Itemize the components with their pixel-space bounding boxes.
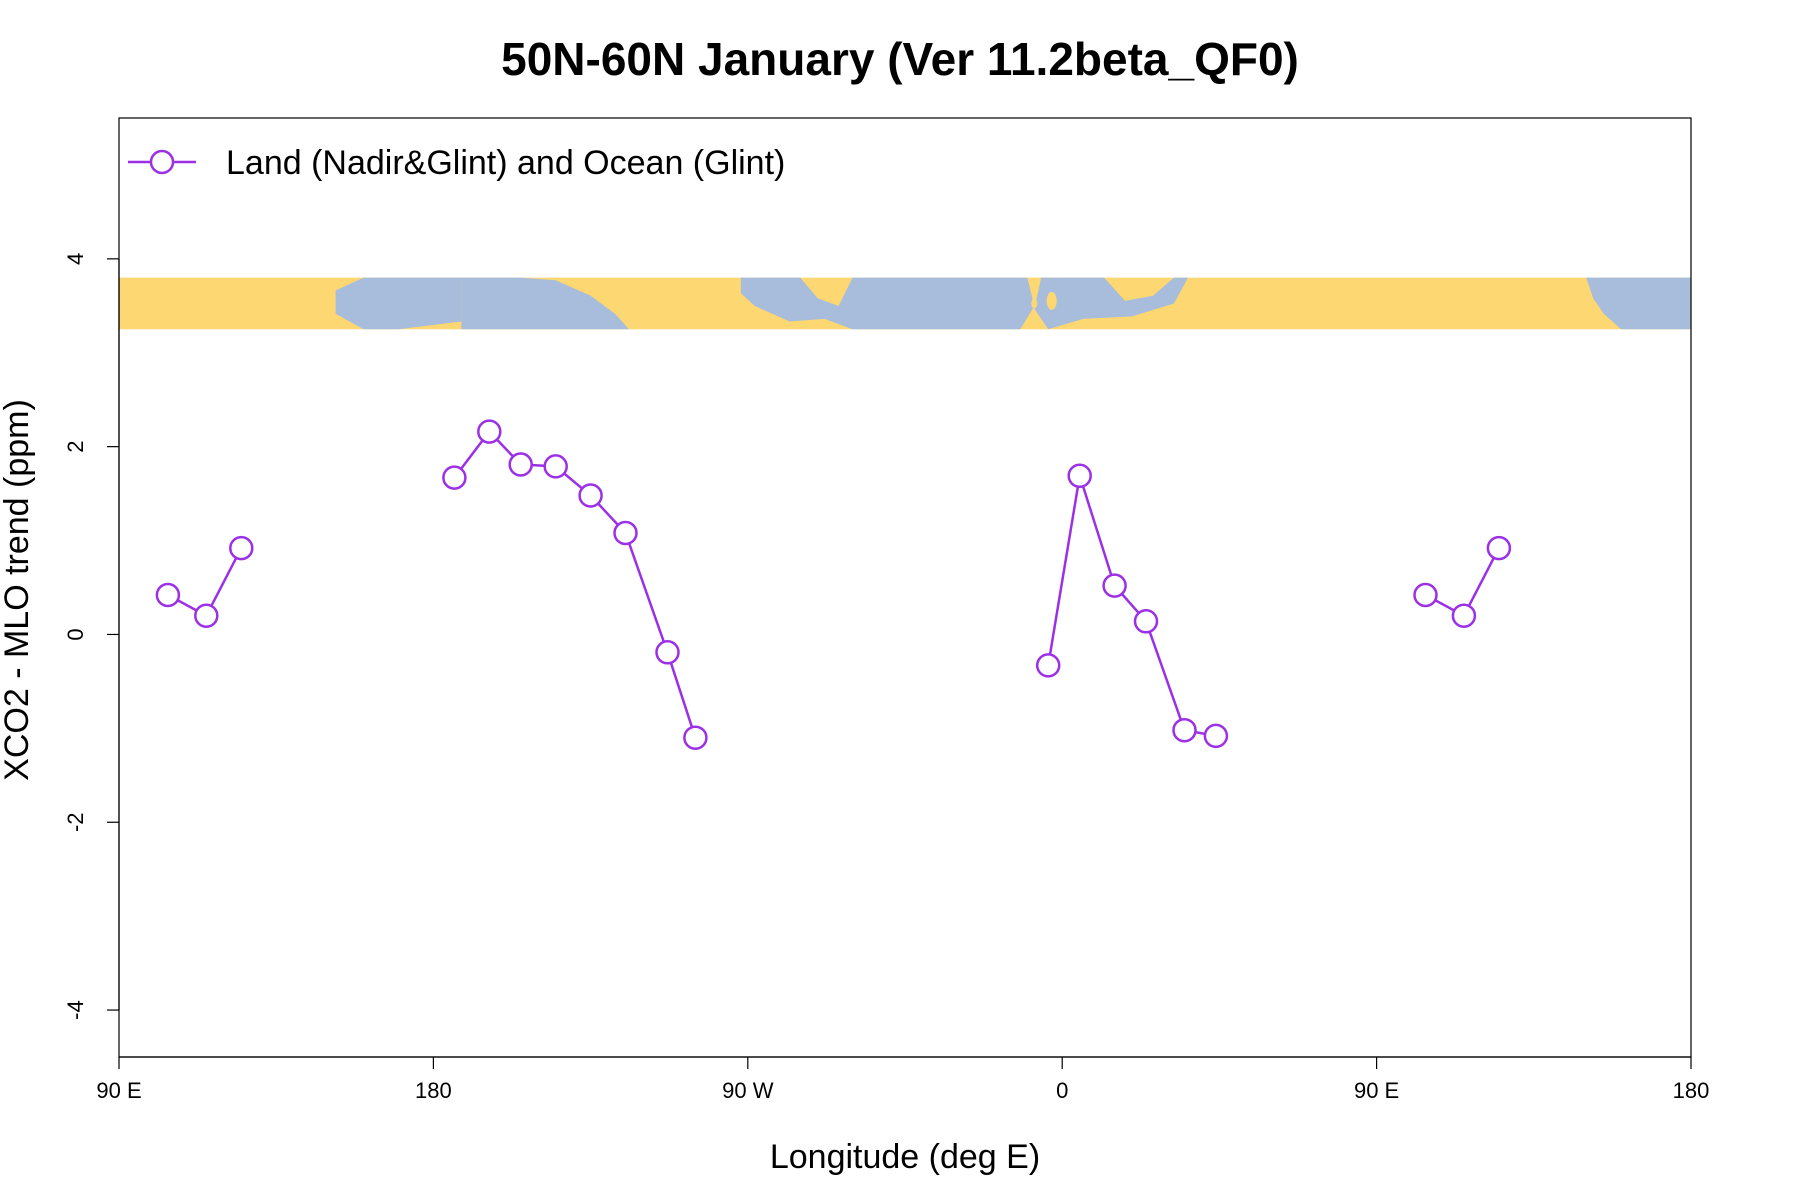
map-ocean-region: [740, 277, 1035, 330]
data-point: [1203, 723, 1229, 749]
y-tick-label: 2: [63, 441, 88, 453]
chart-title: 50N-60N January (Ver 11.2beta_QF0): [501, 33, 1299, 85]
y-tick-label: -2: [63, 812, 88, 832]
data-point: [655, 640, 680, 665]
data-point: [194, 603, 219, 628]
map-ocean-region: [335, 277, 462, 330]
x-tick-label: 90 W: [722, 1078, 774, 1103]
x-tick-label: 90 E: [1354, 1078, 1399, 1103]
data-point: [1413, 582, 1438, 608]
map-ocean-region: [1586, 277, 1691, 330]
data-point: [683, 725, 708, 750]
map-ocean-region: [461, 277, 629, 330]
world-map-strip: [119, 277, 1691, 330]
y-axis-label: XCO2 - MLO trend (ppm): [0, 399, 36, 781]
x-axis-label: Longitude (deg E): [770, 1138, 1040, 1176]
data-point: [1133, 609, 1159, 634]
x-tick-label: 180: [415, 1078, 452, 1103]
axes: 90 E 180 90 W 0 90 E 180 4 2 0 -2 -4: [63, 253, 1709, 1103]
x-tick-label: 90 E: [96, 1078, 141, 1103]
data-point: [477, 419, 502, 444]
data-point: [508, 452, 533, 477]
legend-label: Land (Nadir&Glint) and Ocean (Glint): [226, 144, 785, 182]
map-island: [1031, 298, 1038, 309]
data-point: [1451, 603, 1477, 628]
x-tick-label: 0: [1056, 1078, 1068, 1103]
data-point: [1172, 717, 1197, 743]
series-layer: [155, 419, 1512, 750]
data-point: [229, 535, 254, 561]
series-line-segment: [453, 429, 697, 739]
y-tick-label: 0: [63, 628, 88, 640]
data-point: [1486, 535, 1512, 561]
data-point: [1035, 653, 1061, 678]
plot-frame: [118, 117, 1692, 1058]
data-point: [543, 454, 568, 479]
data-point: [613, 520, 638, 546]
y-tick-label: 4: [63, 253, 88, 265]
map-island: [1046, 291, 1057, 310]
data-point: [442, 465, 467, 490]
legend-marker: [149, 149, 175, 175]
series-line-segment: [1046, 475, 1217, 738]
x-tick-label: 180: [1673, 1078, 1710, 1103]
data-point: [1102, 573, 1127, 598]
map-ocean-region: [1034, 277, 1188, 330]
data-point: [155, 582, 181, 608]
legend: Land (Nadir&Glint) and Ocean (Glint): [128, 144, 785, 182]
y-tick-label: -4: [63, 1000, 88, 1020]
data-point: [578, 483, 603, 508]
data-point: [1067, 463, 1092, 489]
